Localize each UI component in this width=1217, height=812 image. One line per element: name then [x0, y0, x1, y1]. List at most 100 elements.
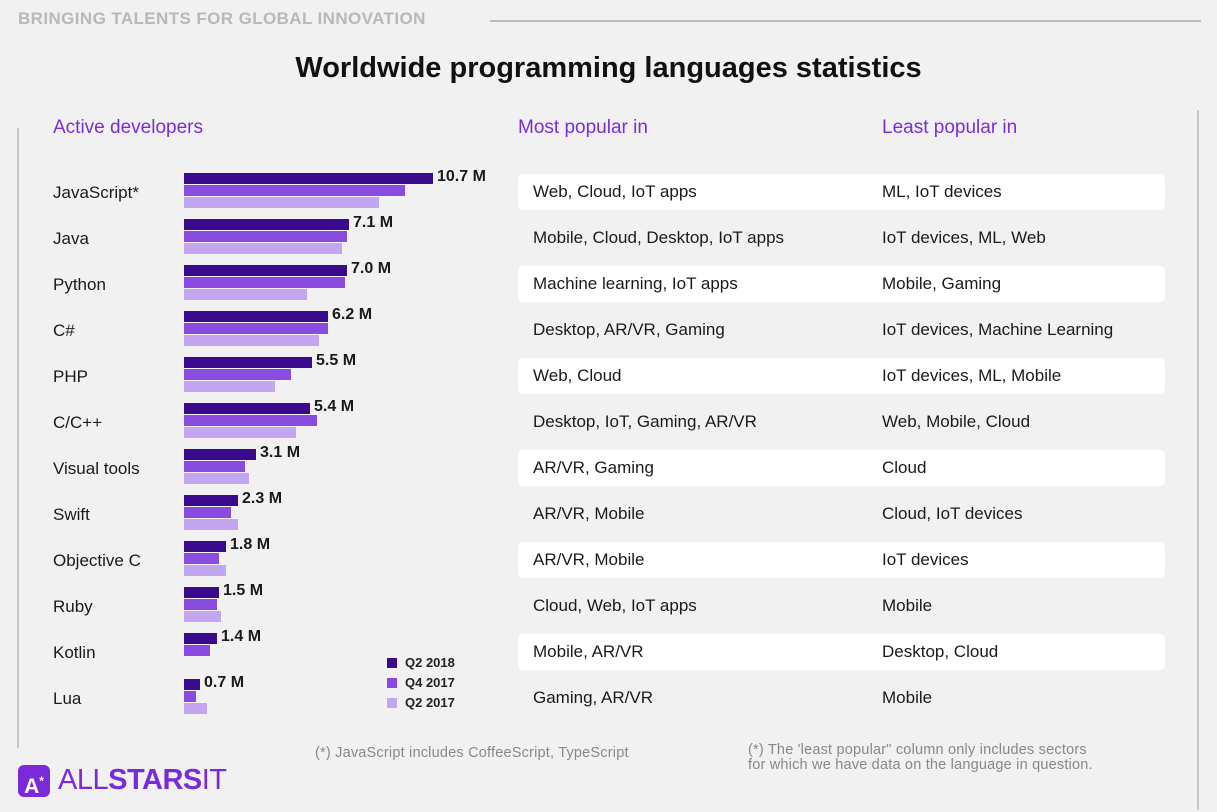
least-popular-cell: Desktop, Cloud: [882, 642, 999, 661]
value-label: 7.0 M: [351, 260, 392, 277]
most-popular-cell: Desktop, AR/VR, Gaming: [533, 320, 725, 339]
bar-q2-2018: [184, 679, 200, 690]
value-label: 1.5 M: [223, 582, 264, 599]
legend-swatch-q2-2018: [387, 658, 397, 668]
allstarsit-logo-icon: A*: [18, 765, 50, 798]
language-label: Visual tools: [53, 459, 140, 478]
most-popular-cell: AR/VR, Gaming: [533, 458, 654, 477]
value-label: 1.8 M: [230, 536, 271, 553]
value-label: 2.3 M: [242, 490, 283, 507]
bar-q4-2017: [184, 645, 210, 656]
value-label: 3.1 M: [260, 444, 301, 461]
least-popular-cell: ML, IoT devices: [882, 182, 1002, 201]
bar-q2-2018: [184, 495, 238, 506]
least-popular-cell: Cloud, IoT devices: [882, 504, 1023, 523]
most-popular-cell: AR/VR, Mobile: [533, 550, 645, 569]
least-popular-cell: IoT devices, Machine Learning: [882, 320, 1114, 339]
most-popular-cell: Mobile, AR/VR: [533, 642, 644, 661]
bar-q4-2017: [184, 461, 245, 472]
legend-label-q2-2017: Q2 2017: [405, 695, 455, 710]
bar-q4-2017: [184, 599, 217, 610]
most-popular-cell: Cloud, Web, IoT apps: [533, 596, 697, 615]
most-popular-cell: AR/VR, Mobile: [533, 504, 645, 523]
value-label: 7.1 M: [353, 214, 394, 231]
language-label: C/C++: [53, 413, 103, 432]
bar-q2-2017: [184, 335, 319, 346]
footnote-least-popular-line-2: for which we have data on the language i…: [748, 757, 1093, 773]
bar-q2-2017: [184, 427, 296, 438]
most-popular-cell: Mobile, Cloud, Desktop, IoT apps: [533, 228, 785, 247]
bar-q2-2017: [184, 703, 207, 714]
table-row-band: [518, 266, 1165, 302]
bar-q2-2018: [184, 449, 256, 460]
bar-q2-2017: [184, 381, 275, 392]
language-label: C#: [53, 321, 75, 340]
bar-q2-2018: [184, 541, 226, 552]
page-title: Worldwide programming languages statisti…: [295, 52, 922, 84]
frame-left-border: [17, 128, 19, 748]
least-popular-cell: Mobile: [882, 688, 933, 707]
bar-q2-2017: [184, 197, 379, 208]
table-row-band: [518, 542, 1165, 578]
bar-q2-2018: [184, 219, 349, 230]
bar-q4-2017: [184, 277, 345, 288]
legend-label-q4-2017: Q4 2017: [405, 675, 455, 690]
bar-q4-2017: [184, 507, 231, 518]
language-label: Java: [53, 229, 89, 248]
value-label: 5.5 M: [316, 352, 357, 369]
bar-q2-2017: [184, 611, 221, 622]
bar-q2-2018: [184, 357, 312, 368]
bar-q4-2017: [184, 323, 328, 334]
bar-q4-2017: [184, 691, 196, 702]
least-popular-cell: IoT devices, ML, Mobile: [882, 366, 1062, 385]
value-label: 6.2 M: [332, 306, 373, 323]
bar-q2-2017: [184, 243, 342, 254]
language-label: Swift: [53, 505, 90, 524]
bar-q2-2017: [184, 473, 249, 484]
value-label: 1.4 M: [221, 628, 262, 645]
most-popular-cell: Web, Cloud, IoT apps: [533, 182, 697, 201]
allstarsit-logo-text: ALLSTARSIT: [58, 764, 227, 796]
table-row-band: [518, 634, 1165, 670]
column-header-most-popular: Most popular in: [518, 117, 648, 138]
bar-q2-2018: [184, 403, 310, 414]
least-popular-cell: IoT devices: [882, 550, 969, 569]
table-row-band: [518, 450, 1165, 486]
bar-q2-2017: [184, 565, 226, 576]
language-label: Python: [53, 275, 106, 294]
language-label: PHP: [53, 367, 88, 386]
bar-q4-2017: [184, 415, 317, 426]
bar-q4-2017: [184, 553, 219, 564]
bar-q2-2017: [184, 289, 307, 300]
most-popular-cell: Machine learning, IoT apps: [533, 274, 738, 293]
bar-q2-2018: [184, 633, 217, 644]
table-row-band: [518, 358, 1165, 394]
footnote-least-popular: (*) The 'least popular" column only incl…: [748, 743, 1093, 773]
least-popular-cell: Cloud: [882, 458, 927, 477]
table-row-band: [518, 174, 1165, 210]
footnote-least-popular-line-1: (*) The 'least popular" column only incl…: [748, 742, 1087, 758]
frame-right-border: [1197, 110, 1199, 810]
value-label: 10.7 M: [437, 168, 486, 185]
column-header-active-developers: Active developers: [53, 117, 203, 138]
language-label: Ruby: [53, 597, 93, 616]
legend-label-q2-2018: Q2 2018: [405, 655, 455, 670]
footnote-javascript: (*) JavaScript includes CoffeeScript, Ty…: [315, 745, 629, 761]
bar-q4-2017: [184, 369, 291, 380]
tagline: BRINGING TALENTS FOR GLOBAL INNOVATION: [18, 9, 426, 28]
bar-q2-2018: [184, 173, 433, 184]
bar-q2-2018: [184, 265, 347, 276]
value-label: 0.7 M: [204, 674, 245, 691]
language-label: Kotlin: [53, 643, 96, 662]
tagline-divider: [490, 20, 1201, 22]
most-popular-cell: Desktop, IoT, Gaming, AR/VR: [533, 412, 757, 431]
language-label: JavaScript*: [53, 183, 139, 202]
value-label: 5.4 M: [314, 398, 355, 415]
least-popular-cell: IoT devices, ML, Web: [882, 228, 1046, 247]
least-popular-cell: Web, Mobile, Cloud: [882, 412, 1031, 431]
bar-q4-2017: [184, 185, 405, 196]
most-popular-cell: Gaming, AR/VR: [533, 688, 653, 707]
most-popular-cell: Web, Cloud: [533, 366, 622, 385]
bar-q2-2018: [184, 311, 328, 322]
least-popular-cell: Mobile, Gaming: [882, 274, 1002, 293]
